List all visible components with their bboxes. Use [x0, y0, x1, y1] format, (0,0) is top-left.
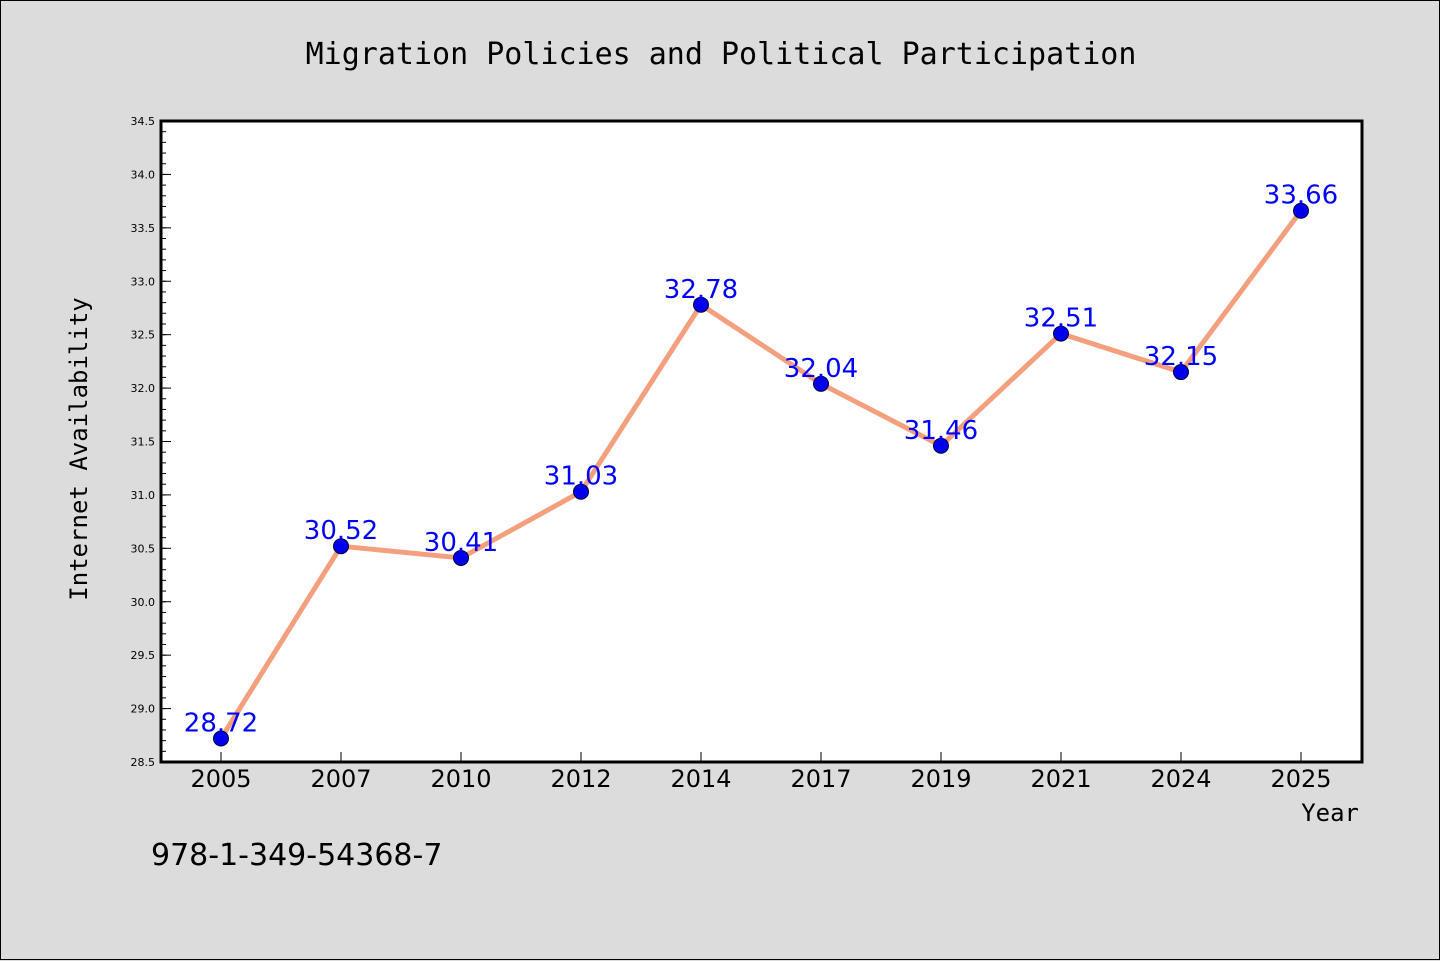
x-tick-label: 2019 [910, 765, 971, 793]
data-point-2012 [573, 483, 589, 500]
x-tick-label: 2012 [550, 765, 611, 793]
data-point-2005 [213, 730, 229, 747]
y-tick-label: 28.5 [131, 756, 156, 769]
y-tick-label: 31.0 [131, 489, 156, 502]
data-point-2024 [1173, 364, 1189, 381]
data-label-2021: 32.51 [1024, 304, 1098, 334]
y-axis-label: Internet Availability [65, 297, 93, 600]
data-label-2005: 28.72 [184, 708, 258, 738]
x-axis-label: Year [1301, 799, 1359, 827]
y-tick-label: 32.5 [131, 329, 156, 342]
plot-area [159, 119, 1364, 764]
series-line [218, 208, 1304, 741]
data-label-2019: 31.46 [904, 416, 978, 446]
y-tick-label: 33.5 [131, 222, 156, 235]
data-point-2010 [453, 549, 469, 566]
y-tick-label: 33.0 [131, 275, 156, 288]
data-point-2014 [693, 296, 709, 313]
data-point-2007 [333, 538, 349, 555]
x-tick-label: 2010 [430, 765, 491, 793]
data-label-2014: 32.78 [664, 275, 738, 305]
x-tick-label: 2021 [1030, 765, 1091, 793]
data-label-2010: 30.41 [424, 528, 498, 558]
data-point-2017 [813, 375, 829, 392]
chart-title: Migration Policies and Political Partici… [306, 37, 1137, 72]
data-label-2025: 33.66 [1264, 181, 1338, 211]
x-tick-label: 2007 [310, 765, 371, 793]
y-tick-label: 31.5 [131, 436, 156, 449]
data-point-2021 [1053, 325, 1069, 342]
data-label-2012: 31.03 [544, 462, 618, 492]
data-label-2017: 32.04 [784, 354, 858, 384]
data-point-2019 [933, 437, 949, 454]
y-tick-label: 29.5 [131, 649, 156, 662]
y-axis-ticks: 28.5 29.0 29.5 30.0 30.5 31.0 31.5 32.0 32.5 33.0… [131, 115, 171, 769]
y-tick-label: 29.0 [131, 703, 156, 716]
x-tick-label: 2017 [790, 765, 851, 793]
data-label-2024: 32.15 [1144, 342, 1218, 372]
x-axis-ticks: 2005 2007 2010 2012 2014 2017 2019 2021 2024 2025 [190, 752, 1332, 793]
y-tick-label: 32.0 [131, 382, 156, 395]
y-tick-label: 30.5 [131, 542, 156, 555]
footnote-isbn: 978-1-349-54368-7 [151, 838, 442, 873]
data-labels: 28.72 30.52 30.41 31.03 32.78 32.04 31.46 32.51… [184, 181, 1338, 739]
y-tick-label: 34.5 [131, 115, 156, 128]
y-tick-label: 34.0 [131, 168, 156, 181]
data-label-2007: 30.52 [304, 516, 378, 546]
x-tick-label: 2014 [670, 765, 731, 793]
x-tick-label: 2024 [1150, 765, 1211, 793]
data-point-2025 [1293, 202, 1309, 219]
x-tick-label: 2005 [190, 765, 251, 793]
y-tick-label: 30.0 [131, 596, 156, 609]
data-markers [213, 202, 1309, 747]
x-tick-label: 2025 [1270, 765, 1331, 793]
